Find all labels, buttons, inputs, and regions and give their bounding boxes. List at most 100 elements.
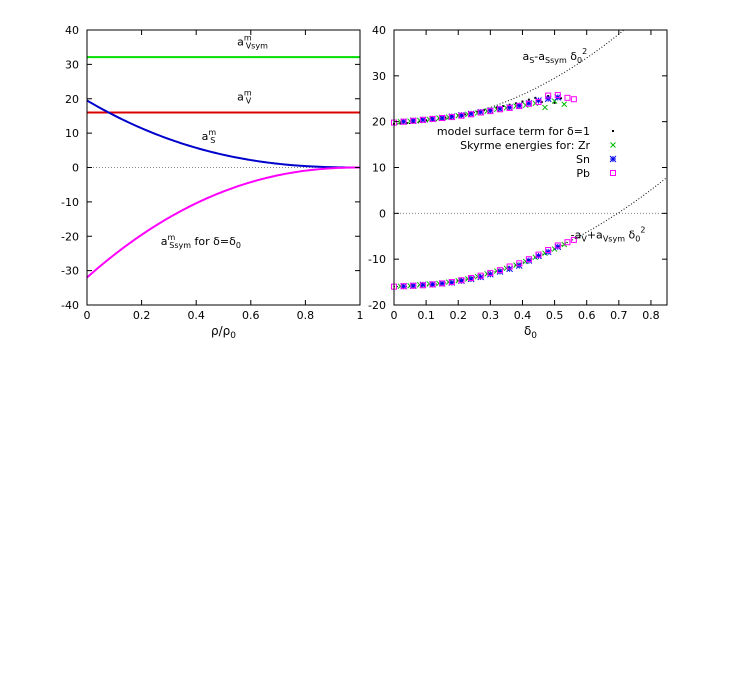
left-label-aV: am V xyxy=(237,88,252,105)
right-point-pb xyxy=(448,114,455,121)
right-point-model-surface-term-for-1 xyxy=(527,98,530,101)
right-point-lower-pb xyxy=(429,281,436,288)
right-point-pb xyxy=(525,100,532,107)
left-label-aVsym-sup: m xyxy=(244,33,252,42)
right-point-lower-pb xyxy=(525,256,532,263)
legend-entry-marker-0 xyxy=(612,130,614,132)
right-curve-label-upper-s2: Ssym xyxy=(545,56,567,65)
right-point-lower-pb xyxy=(564,239,571,246)
left-x-tick-label: 0.2 xyxy=(133,309,151,322)
right-x-axis-title-sub: 0 xyxy=(531,331,537,341)
left-ticks: 0 0.2 0.4 0.6 0.8 1 -40 -30 -20 -10 0 10 20 30 40 xyxy=(61,24,363,322)
right-curve-label-upper-s3: 0 xyxy=(577,56,582,65)
right-point-pb xyxy=(554,92,561,99)
left-curve-labels: am Vsym am V am S am Ssym for δ=δ0 xyxy=(161,33,268,249)
right-x-tick-label: 0.8 xyxy=(642,309,660,322)
left-label-aVsym-main: a xyxy=(237,35,244,48)
left-x-tick-label: 0 xyxy=(84,309,91,322)
right-point-lower-pb xyxy=(410,282,417,289)
legend-entry-marker-1-b xyxy=(610,142,616,148)
right-x-tick-label: 0.4 xyxy=(514,309,532,322)
right-y-tick-label: -10 xyxy=(368,253,386,266)
right-x-tick-label: 0.7 xyxy=(610,309,628,322)
left-x-axis-title: ρ/ρ0 xyxy=(211,324,236,341)
right-curve-label-lower-s1: V xyxy=(581,235,587,244)
right-point-pb xyxy=(477,109,484,116)
left-x-tick-label: 1 xyxy=(357,309,364,322)
right-point-pb xyxy=(410,117,417,124)
left-series-group xyxy=(86,56,360,279)
right-point-pb xyxy=(564,94,571,101)
right-point-lower-pb xyxy=(535,251,542,258)
right-point-lower-zr-b xyxy=(551,246,558,252)
left-label-aSsym-sub: Ssym xyxy=(169,241,191,250)
right-x-tick-label: 0.2 xyxy=(449,309,467,322)
right-point-lower-pb xyxy=(458,277,465,284)
right-point-lower-zr-b xyxy=(522,258,529,265)
legend-entry-label-1: Skyrme energies for: Zr xyxy=(460,139,590,152)
right-point-lower-pb xyxy=(487,269,494,276)
left-y-tick-label: 0 xyxy=(72,162,79,175)
left-x-tick-label: 0.6 xyxy=(242,309,260,322)
right-scatter-points xyxy=(391,92,577,290)
right-x-axis-title: δ0 xyxy=(524,324,537,341)
left-label-aSsym-sup: m xyxy=(167,233,175,242)
right-y-tick-label: -20 xyxy=(368,299,386,312)
right-point-model-surface-term-for-1 xyxy=(425,119,428,122)
left-label-aVsym: am Vsym xyxy=(237,33,268,50)
right-point-model-surface-term-for-1 xyxy=(482,109,485,112)
left-label-aS-sup: m xyxy=(208,128,216,137)
left-label-aSsym-tail-sub: 0 xyxy=(236,241,241,250)
left-label-aS-main: a xyxy=(202,130,209,143)
right-point-pb xyxy=(516,103,523,110)
right-point-model-surface-term-for-1 xyxy=(553,101,556,104)
legend-entry-label-3: Pb xyxy=(576,167,590,180)
left-series-aSsym xyxy=(86,166,360,279)
left-x-axis-title-sub: 0 xyxy=(230,331,236,341)
legend-entry-label-2: Sn xyxy=(576,153,590,166)
right-point-lower-zr xyxy=(561,241,568,248)
legend-entry-marker-3 xyxy=(610,170,616,176)
right-point-pb xyxy=(487,108,494,115)
right-point-lower-pb xyxy=(516,260,523,267)
left-y-tick-label: -40 xyxy=(61,299,79,312)
left-label-aV-main: a xyxy=(237,90,244,103)
right-point-lower-zr xyxy=(522,258,529,265)
right-curve-label-lower-s3: 0 xyxy=(635,235,640,244)
right-point-lower-pb xyxy=(448,279,455,286)
right-point-lower-pb xyxy=(496,267,503,274)
right-point-model-surface-term-for-1 xyxy=(495,106,498,109)
left-y-tick-label: -30 xyxy=(61,265,79,278)
right-point-pb xyxy=(545,92,552,99)
right-point-lower-zr xyxy=(551,246,558,252)
right-point-pb xyxy=(419,116,426,123)
right-point-zr xyxy=(542,104,548,111)
right-point-model-surface-term-for-1 xyxy=(399,122,402,125)
legend-entry-label-0: model surface term for δ=1 xyxy=(437,125,590,138)
left-x-tick-label: 0.8 xyxy=(297,309,315,322)
left-y-tick-label: -20 xyxy=(61,230,79,243)
left-x-axis-title-main: ρ/ρ xyxy=(211,324,230,338)
left-y-tick-label: 40 xyxy=(65,24,79,37)
right-point-pb xyxy=(429,115,436,122)
right-chart: 0 0.1 0.2 0.3 0.4 0.5 0.6 0.7 0.8-20-10010203040… xyxy=(368,24,668,341)
right-curve-label-upper-s1: S xyxy=(529,56,534,65)
right-x-tick-label: 0.6 xyxy=(578,309,596,322)
right-x-tick-label: 0 xyxy=(391,309,398,322)
left-label-aS: am S xyxy=(202,128,217,145)
left-series-aS xyxy=(86,99,360,169)
right-point-zr-b xyxy=(561,101,568,108)
left-label-aSsym: am Ssym for δ=δ0 xyxy=(161,233,241,250)
right-point-lower-pb xyxy=(468,274,475,281)
right-point-lower-pb xyxy=(419,282,426,289)
right-point-model-surface-term-for-1 xyxy=(521,100,524,103)
right-curve-label-lower-t3: δ xyxy=(625,229,635,242)
right-x-axis-title-main: δ xyxy=(524,324,531,338)
right-point-model-surface-term-for-1 xyxy=(418,120,421,123)
right-curve-label-upper-sup3: 2 xyxy=(582,47,587,56)
right-point-pb xyxy=(506,104,513,111)
right-curve-label-upper: aS-aSsym δ02 xyxy=(522,47,587,65)
right-y-tick-label: 30 xyxy=(372,70,386,83)
